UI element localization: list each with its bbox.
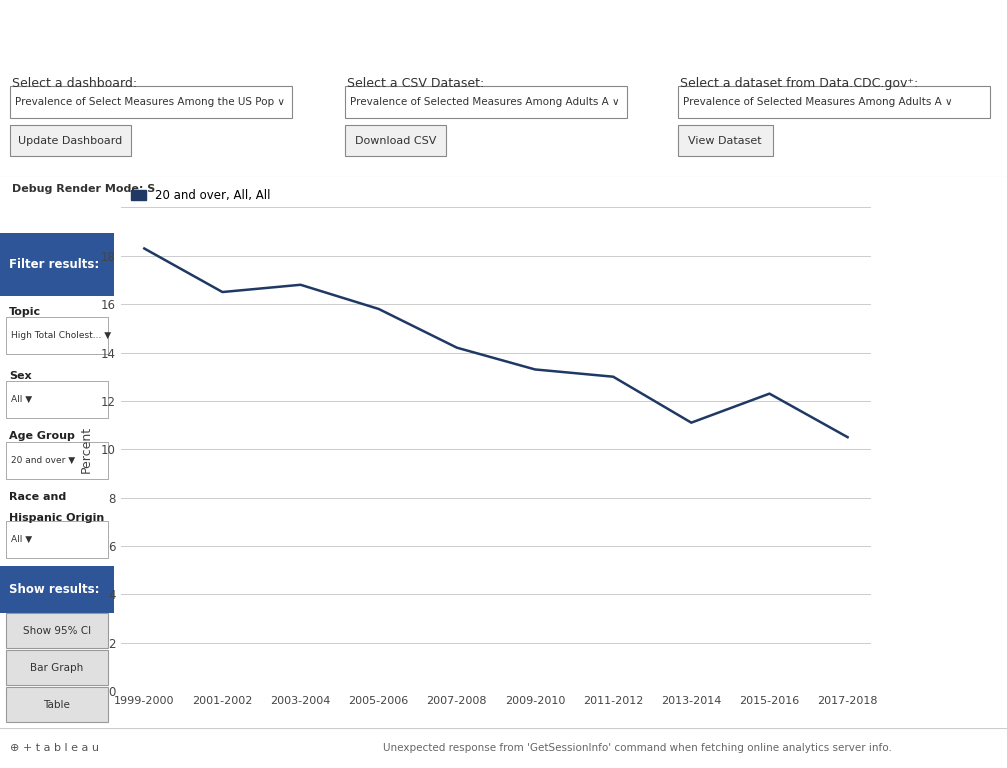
Text: Select a dataset from Data.CDC.gov⁺:: Select a dataset from Data.CDC.gov⁺: xyxy=(680,77,918,90)
FancyBboxPatch shape xyxy=(10,125,131,156)
Text: Race and: Race and xyxy=(9,492,66,502)
FancyBboxPatch shape xyxy=(10,86,292,118)
Text: Options: Options xyxy=(12,19,109,44)
Text: Prevalence of Selected Measures Among Adults A ∨: Prevalence of Selected Measures Among Ad… xyxy=(350,97,620,107)
Text: Debug Render Mode: S: Debug Render Mode: S xyxy=(12,184,155,194)
Text: Filter results:: Filter results: xyxy=(9,258,100,271)
FancyBboxPatch shape xyxy=(6,687,108,722)
FancyBboxPatch shape xyxy=(0,566,114,614)
FancyBboxPatch shape xyxy=(6,442,108,478)
Text: Update Dashboard: Update Dashboard xyxy=(18,136,123,146)
Text: ⊕ + t a b l e a u: ⊕ + t a b l e a u xyxy=(10,743,99,753)
FancyBboxPatch shape xyxy=(6,614,108,647)
Text: Prevalence of Select Measures Among the US Pop ∨: Prevalence of Select Measures Among the … xyxy=(15,97,285,107)
Text: Sex: Sex xyxy=(9,371,32,381)
Y-axis label: Percent: Percent xyxy=(80,425,93,473)
FancyBboxPatch shape xyxy=(6,317,108,355)
Text: Download CSV: Download CSV xyxy=(355,136,436,146)
FancyBboxPatch shape xyxy=(345,125,446,156)
FancyBboxPatch shape xyxy=(6,521,108,558)
FancyBboxPatch shape xyxy=(345,86,627,118)
Text: Age Group: Age Group xyxy=(9,432,75,442)
Legend: 20 and over, All, All: 20 and over, All, All xyxy=(127,184,275,207)
FancyBboxPatch shape xyxy=(6,381,108,418)
FancyBboxPatch shape xyxy=(678,125,773,156)
Text: Topic: Topic xyxy=(9,307,41,317)
Text: High Total Cholest... ▼: High Total Cholest... ▼ xyxy=(11,332,112,340)
Text: Prevalence of Selected Measures Among Adults A ∨: Prevalence of Selected Measures Among Ad… xyxy=(683,97,953,107)
Text: Unexpected response from 'GetSessionInfo' command when fetching online analytics: Unexpected response from 'GetSessionInfo… xyxy=(383,743,891,753)
Text: Hispanic Origin: Hispanic Origin xyxy=(9,513,105,523)
Text: Select a CSV Dataset:: Select a CSV Dataset: xyxy=(347,77,484,90)
Text: 20 and over ▼: 20 and over ▼ xyxy=(11,455,76,465)
Text: Bar Graph: Bar Graph xyxy=(30,663,84,673)
Text: All ▼: All ▼ xyxy=(11,395,32,404)
Text: Table: Table xyxy=(43,700,70,710)
FancyBboxPatch shape xyxy=(0,233,114,296)
FancyBboxPatch shape xyxy=(678,86,990,118)
Text: All ▼: All ▼ xyxy=(11,535,32,544)
Text: View Dataset: View Dataset xyxy=(688,136,762,146)
Text: Select a dashboard:: Select a dashboard: xyxy=(12,77,137,90)
Text: Show 95% CI: Show 95% CI xyxy=(23,626,91,636)
FancyBboxPatch shape xyxy=(6,650,108,685)
Text: Show results:: Show results: xyxy=(9,583,100,596)
